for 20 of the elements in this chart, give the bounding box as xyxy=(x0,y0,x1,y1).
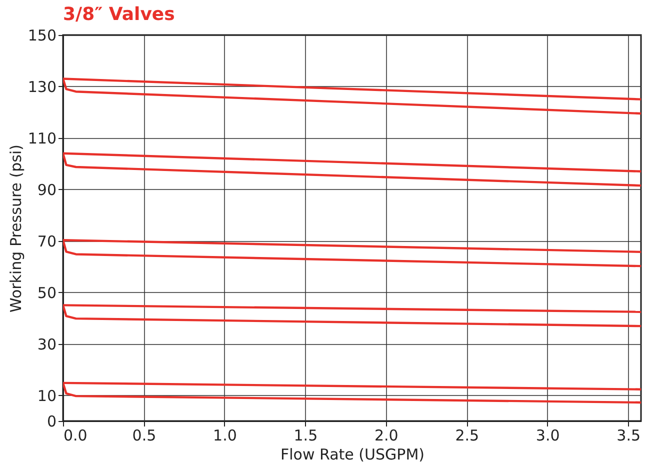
y-tick-label: 10 xyxy=(37,386,56,405)
y-tick-label: 0 xyxy=(46,412,56,430)
x-tick-label: 1.0 xyxy=(213,426,237,444)
x-tick-label: 2.0 xyxy=(374,426,398,444)
chart-title: 3/8″ Valves xyxy=(63,4,175,25)
y-tick-label: 110 xyxy=(28,129,56,148)
x-tick-label: 0.0 xyxy=(64,426,88,444)
y-tick-label: 150 xyxy=(28,26,56,44)
y-tick-label: 70 xyxy=(37,232,56,250)
x-axis-title: Flow Rate (USGPM) xyxy=(280,446,424,464)
y-tick-label: 130 xyxy=(28,78,56,96)
x-tick-label: 2.5 xyxy=(455,426,480,444)
x-tick-label: 1.5 xyxy=(294,426,318,444)
y-tick-label: 90 xyxy=(37,180,56,199)
x-tick-label: 0.5 xyxy=(132,426,156,444)
y-tick-label: 30 xyxy=(37,335,56,354)
x-tick-label: 3.0 xyxy=(536,426,560,444)
y-tick-label: 50 xyxy=(37,284,56,302)
y-axis-title: Working Pressure (psi) xyxy=(6,144,25,312)
x-tick-label: 3.5 xyxy=(616,426,641,444)
